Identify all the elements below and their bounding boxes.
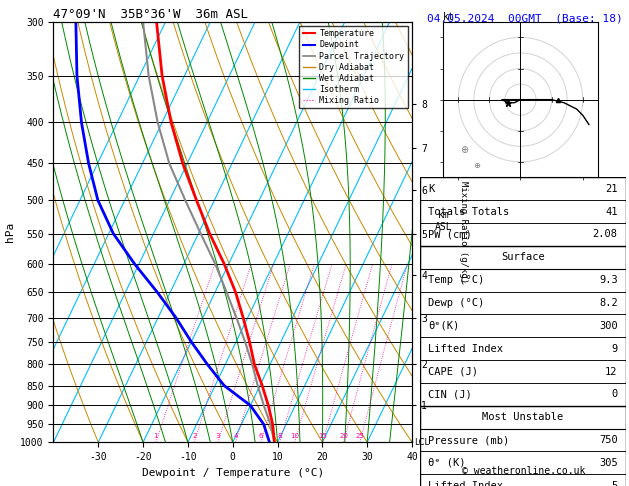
Text: K: K [428,184,435,194]
Text: 6: 6 [259,433,264,439]
Bar [420,223,626,246]
Text: 3: 3 [216,433,220,439]
Text: ⊕: ⊕ [460,144,469,155]
Text: 750: 750 [599,435,618,445]
Text: Dewp (°C): Dewp (°C) [428,298,485,308]
Bar [420,314,626,337]
Text: 47°09'N  35B°36'W  36m ASL: 47°09'N 35B°36'W 36m ASL [53,8,248,21]
Bar [420,246,626,269]
Text: 04.05.2024  00GMT  (Base: 18): 04.05.2024 00GMT (Base: 18) [427,14,623,24]
Text: Mixing Ratio (g/kg): Mixing Ratio (g/kg) [459,181,467,283]
Text: 8: 8 [277,433,282,439]
Bar [420,292,626,314]
Text: 1: 1 [153,433,159,439]
Text: 41: 41 [605,207,618,217]
Text: Most Unstable: Most Unstable [482,412,564,422]
Text: 25: 25 [355,433,364,439]
Bar [420,200,626,223]
Text: 8.2: 8.2 [599,298,618,308]
Text: θᵉ (K): θᵉ (K) [428,458,466,468]
Text: PW (cm): PW (cm) [428,229,472,240]
Y-axis label: hPa: hPa [4,222,14,242]
Text: 4: 4 [233,433,238,439]
Text: ⊕: ⊕ [474,161,481,170]
Text: © weatheronline.co.uk: © weatheronline.co.uk [462,466,585,476]
Text: 9: 9 [611,344,618,354]
Bar [420,406,626,429]
Text: 2: 2 [192,433,196,439]
Text: kt: kt [443,12,455,22]
Text: Temp (°C): Temp (°C) [428,275,485,285]
Text: 0: 0 [611,389,618,399]
Text: CAPE (J): CAPE (J) [428,366,479,377]
X-axis label: Dewpoint / Temperature (°C): Dewpoint / Temperature (°C) [142,468,324,478]
Text: Lifted Index: Lifted Index [428,344,503,354]
Text: Pressure (mb): Pressure (mb) [428,435,509,445]
Text: Totals Totals: Totals Totals [428,207,509,217]
Bar [420,429,626,451]
Text: 15: 15 [318,433,327,439]
Text: 2.08: 2.08 [593,229,618,240]
Text: CIN (J): CIN (J) [428,389,472,399]
Text: 5: 5 [611,481,618,486]
Bar [420,383,626,406]
Text: 21: 21 [605,184,618,194]
Text: 305: 305 [599,458,618,468]
Text: Surface: Surface [501,252,545,262]
Text: Lifted Index: Lifted Index [428,481,503,486]
Text: 12: 12 [605,366,618,377]
Legend: Temperature, Dewpoint, Parcel Trajectory, Dry Adiabat, Wet Adiabat, Isotherm, Mi: Temperature, Dewpoint, Parcel Trajectory… [299,26,408,108]
Bar [420,451,626,474]
Y-axis label: km
ASL: km ASL [435,210,452,232]
Text: 300: 300 [599,321,618,331]
Text: 10: 10 [291,433,299,439]
Bar [420,269,626,292]
Text: 9.3: 9.3 [599,275,618,285]
Text: LCL: LCL [415,438,430,447]
Bar [420,337,626,360]
Bar [420,360,626,383]
Bar [420,177,626,200]
Bar [420,474,626,486]
Text: 20: 20 [339,433,348,439]
Text: θᵉ(K): θᵉ(K) [428,321,460,331]
